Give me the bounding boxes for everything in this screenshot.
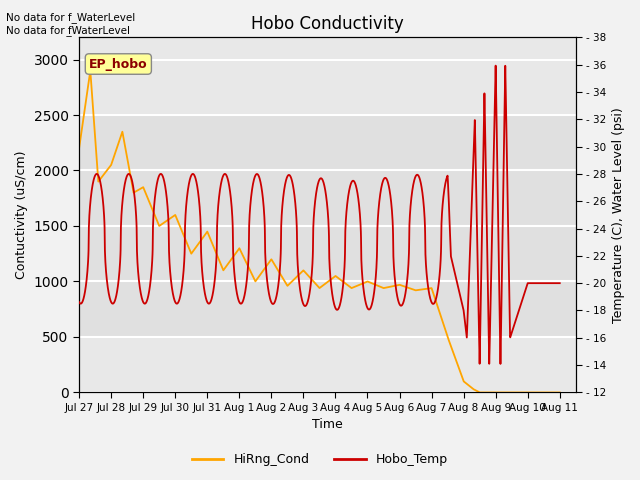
Y-axis label: Contuctivity (uS/cm): Contuctivity (uS/cm) [15, 151, 28, 279]
Text: No data for f̲WaterLevel: No data for f̲WaterLevel [6, 25, 131, 36]
Y-axis label: Temperature (C), Water Level (psi): Temperature (C), Water Level (psi) [612, 107, 625, 323]
Legend: HiRng_Cond, Hobo_Temp: HiRng_Cond, Hobo_Temp [187, 448, 453, 471]
Text: No data for f_WaterLevel: No data for f_WaterLevel [6, 12, 136, 23]
X-axis label: Time: Time [312, 419, 343, 432]
Bar [79, 115, 576, 337]
Title: Hobo Conductivity: Hobo Conductivity [251, 15, 404, 33]
Text: EP_hobo: EP_hobo [89, 58, 148, 71]
